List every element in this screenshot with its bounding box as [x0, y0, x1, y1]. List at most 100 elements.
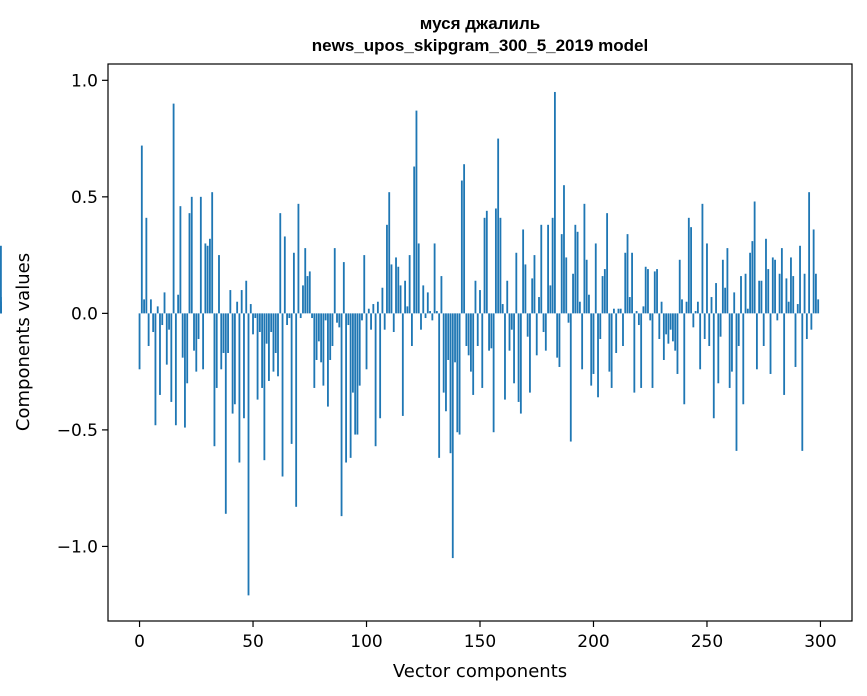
bar	[710, 297, 713, 314]
bar	[281, 313, 284, 477]
bar	[551, 217, 554, 314]
bar	[238, 313, 241, 463]
bar	[715, 283, 717, 314]
bar	[299, 313, 302, 319]
bar	[463, 164, 466, 314]
bar	[286, 313, 288, 326]
bar	[737, 313, 740, 346]
y-axis-ticks: −1.0 −0.5 0.0 0.5 1.0	[57, 71, 108, 557]
bar	[467, 313, 470, 356]
bars-group	[0, 91, 820, 596]
bar	[615, 313, 618, 353]
bar	[785, 278, 788, 314]
bar	[749, 252, 751, 314]
bar	[531, 278, 534, 314]
bar	[258, 313, 261, 333]
bar	[574, 224, 577, 314]
bar	[504, 313, 506, 400]
x-tick-label: 150	[464, 632, 496, 652]
bar	[567, 313, 570, 323]
bar	[413, 166, 416, 314]
bar	[395, 257, 397, 314]
bar	[535, 313, 538, 356]
bar	[306, 276, 309, 314]
bar	[193, 313, 195, 351]
bar	[472, 313, 475, 395]
bar	[728, 313, 731, 388]
bar	[712, 313, 715, 419]
bar	[145, 217, 148, 314]
bar	[553, 91, 556, 314]
bar	[297, 203, 300, 314]
bar	[624, 252, 627, 314]
bar	[490, 313, 493, 349]
bar	[792, 276, 795, 314]
bar	[755, 313, 758, 370]
bar	[578, 301, 581, 314]
bar	[803, 273, 806, 314]
bar	[204, 243, 207, 314]
bar	[354, 313, 357, 435]
bar	[470, 313, 472, 372]
bar	[585, 259, 588, 314]
bar	[186, 313, 189, 384]
bar	[327, 313, 329, 407]
bar	[538, 297, 540, 314]
y-tick-label: 0.0	[71, 304, 98, 324]
bar	[159, 313, 161, 395]
bar	[501, 304, 504, 314]
bar	[465, 313, 468, 346]
bar	[794, 313, 797, 367]
bar	[583, 203, 586, 314]
bar	[424, 313, 427, 319]
bar	[617, 308, 620, 314]
bar	[769, 313, 772, 374]
bar	[356, 313, 359, 435]
bar	[481, 313, 484, 388]
bar	[771, 257, 774, 314]
bar	[254, 313, 257, 319]
bar	[317, 313, 320, 342]
bar	[265, 313, 268, 344]
bar	[308, 271, 311, 314]
bar	[626, 234, 629, 314]
bar	[390, 264, 393, 314]
bar	[753, 201, 756, 314]
bar	[386, 224, 388, 314]
bar	[619, 308, 622, 314]
bar	[519, 313, 522, 414]
bar	[640, 313, 643, 388]
bar	[517, 313, 520, 402]
bar	[746, 308, 749, 314]
bar	[719, 313, 722, 337]
x-tick-label: 50	[242, 632, 264, 652]
bar	[261, 313, 264, 388]
bar	[340, 313, 343, 517]
x-tick-label: 250	[691, 632, 723, 652]
bar	[796, 304, 799, 314]
bar	[696, 301, 699, 314]
bar	[637, 313, 640, 326]
bar	[633, 313, 636, 393]
bar	[492, 313, 495, 433]
bar	[647, 269, 649, 314]
bar	[177, 294, 180, 314]
bar	[277, 313, 279, 377]
bar	[742, 313, 745, 405]
bar	[358, 313, 361, 386]
bar	[351, 313, 354, 393]
bar	[240, 290, 243, 314]
bar	[810, 313, 813, 330]
bar	[252, 313, 254, 335]
bar	[426, 292, 429, 314]
bar	[447, 313, 450, 360]
bar	[195, 313, 198, 372]
bar	[270, 313, 273, 333]
bar	[560, 234, 563, 314]
bar	[149, 299, 152, 314]
bar	[236, 301, 239, 314]
bar	[322, 313, 325, 386]
bar	[181, 313, 184, 358]
bar	[224, 313, 227, 514]
bar	[152, 313, 155, 333]
